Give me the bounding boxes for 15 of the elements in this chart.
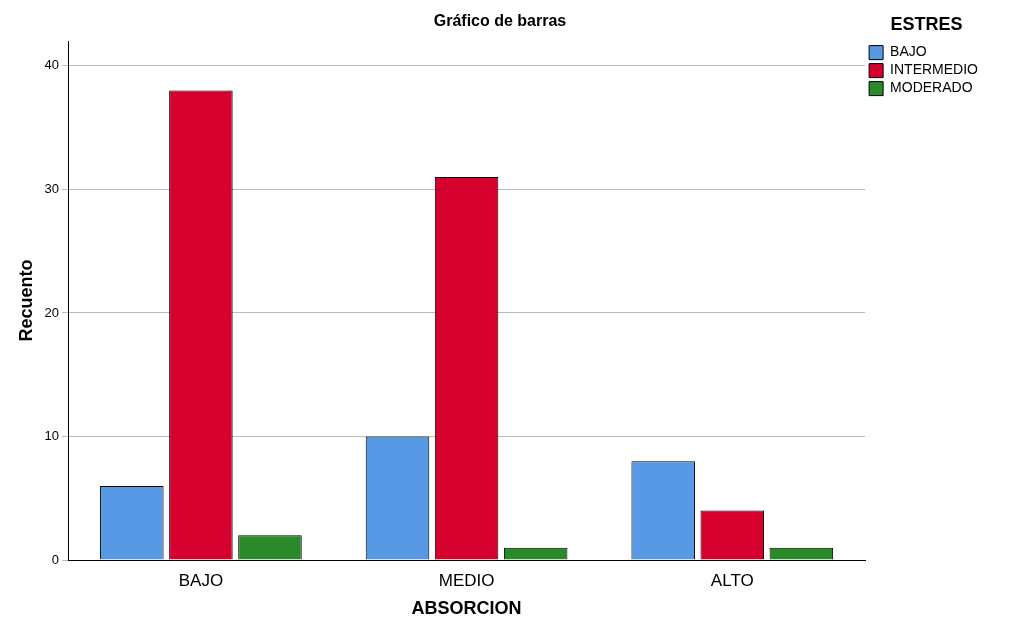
x-tick-label: MEDIO — [438, 570, 495, 590]
x-tick-label: ALTO — [710, 570, 754, 590]
x-axis-title: ABSORCION — [411, 598, 522, 619]
x-tick-label: BAJO — [178, 570, 224, 590]
y-axis-title: Recuento — [15, 259, 36, 342]
chart-title: Gráfico de barras — [433, 12, 567, 30]
legend-title: ESTRES — [890, 13, 963, 34]
y-tick-label: 20 — [44, 304, 60, 320]
y-tick-label: 10 — [44, 428, 60, 444]
legend-label: BAJO — [890, 43, 927, 60]
y-tick-label: 0 — [51, 551, 60, 567]
legend-label: INTERMEDIO — [890, 61, 979, 78]
y-tick-label: 30 — [44, 181, 60, 197]
y-tick-label: 40 — [44, 57, 60, 73]
legend-label: MODERADO — [890, 79, 973, 96]
